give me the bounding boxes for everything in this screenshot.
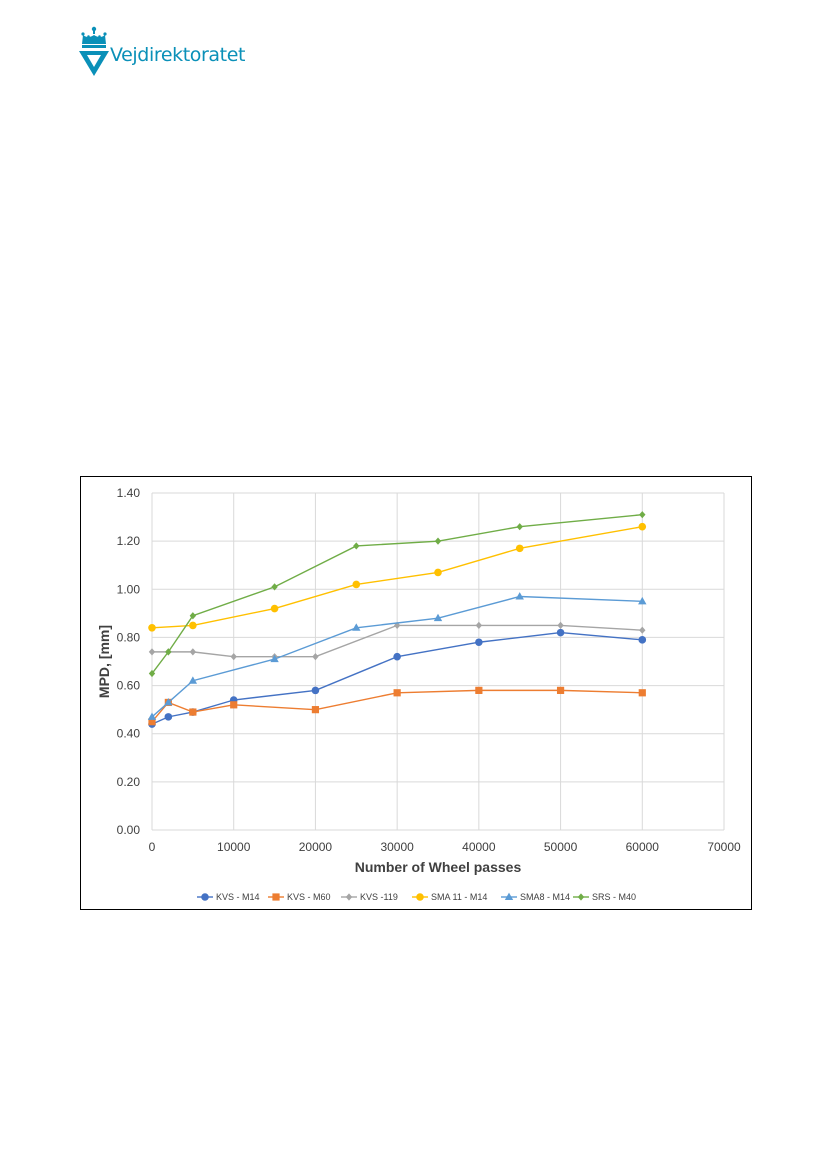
data-point: [515, 544, 524, 553]
data-point: [434, 568, 442, 577]
data-point: [353, 542, 360, 550]
x-tick-label: 30000: [380, 840, 414, 854]
legend-label: SRS - M40: [592, 892, 636, 902]
data-point: [164, 698, 173, 706]
x-tick-label: 60000: [626, 840, 660, 854]
y-axis-title: MPD, [mm]: [96, 625, 112, 698]
y-tick-label: 0.00: [117, 823, 141, 837]
gridlines: [151, 492, 725, 831]
data-point: [230, 701, 238, 709]
legend-marker: [345, 893, 353, 901]
legend-item: KVS -119: [341, 892, 398, 902]
data-point: [638, 689, 646, 697]
series-sma-11-m14: [148, 522, 647, 632]
y-tick-label: 1.20: [117, 534, 141, 548]
data-point: [515, 592, 524, 600]
series-line: [151, 595, 643, 718]
data-point: [475, 638, 483, 647]
legend-marker: [201, 893, 209, 901]
brand-name: Vejdirektoratet: [110, 44, 246, 66]
legend: KVS - M14 KVS - M60 KVS -119 SMA 11 - M14 SM…: [197, 892, 636, 902]
data-point: [434, 537, 442, 545]
data-point: [147, 712, 157, 720]
data-point: [556, 628, 565, 637]
data-point: [556, 686, 565, 694]
x-tick-label: 70000: [707, 840, 741, 854]
data-point: [165, 648, 172, 656]
series-lines: [147, 511, 647, 728]
data-point: [189, 648, 197, 656]
legend-item: SMA8 - M14: [501, 892, 570, 902]
series-line: [152, 624, 643, 658]
data-point: [189, 708, 197, 716]
data-point: [311, 686, 320, 695]
mpd-line-chart: 0 10000 20000 30000 40000 50000 60000 70000 0.0…: [96, 486, 741, 902]
crown-shield-icon: [79, 26, 109, 76]
legend-marker: [577, 893, 585, 901]
data-point: [148, 624, 156, 632]
data-point: [164, 713, 173, 721]
legend-label: KVS -119: [360, 892, 398, 902]
y-tick-label: 1.00: [117, 582, 141, 596]
x-tick-label: 40000: [462, 840, 496, 854]
data-point: [230, 653, 237, 661]
legend-label: KVS - M60: [287, 892, 331, 902]
data-point: [311, 706, 320, 714]
data-point: [557, 621, 564, 629]
vejdirektoratet-logo: Vejdirektoratet: [78, 26, 278, 80]
y-tick-label: 1.40: [117, 486, 141, 500]
legend-label: SMA8 - M14: [520, 892, 570, 902]
data-point: [638, 596, 647, 605]
data-point: [189, 621, 197, 630]
series-sma8-m14: [147, 592, 647, 720]
data-point: [393, 652, 401, 661]
data-point: [638, 636, 647, 644]
data-point: [312, 653, 319, 661]
x-tick-label: 20000: [299, 840, 333, 854]
legend-label: SMA 11 - M14: [431, 892, 487, 902]
data-point: [393, 689, 401, 697]
x-tick-label: 10000: [217, 840, 251, 854]
series-kvs-m60: [148, 686, 646, 726]
legend-marker: [504, 892, 514, 900]
data-point: [189, 612, 197, 620]
legend-label: KVS - M14: [216, 892, 260, 902]
legend-item: KVS - M14: [197, 892, 260, 902]
y-tick-label: 0.80: [117, 630, 141, 644]
chart-container: 0 10000 20000 30000 40000 50000 60000 70000 0.0…: [80, 476, 752, 910]
data-point: [516, 523, 523, 531]
data-point: [148, 648, 156, 656]
data-point: [188, 676, 198, 684]
data-point: [475, 621, 483, 629]
data-point: [270, 654, 279, 663]
data-point: [433, 613, 443, 622]
series-line: [151, 513, 643, 674]
data-point: [639, 626, 646, 634]
data-point: [352, 623, 361, 631]
x-tick-labels: 0 10000 20000 30000 40000 50000 60000 70000: [149, 840, 741, 854]
legend-item: SMA 11 - M14: [412, 892, 487, 902]
x-axis-title: Number of Wheel passes: [355, 859, 522, 875]
data-point: [638, 522, 647, 531]
data-point: [148, 718, 156, 726]
legend-marker: [416, 893, 424, 901]
data-point: [475, 686, 483, 694]
x-tick-label: 0: [149, 840, 156, 854]
x-tick-label: 50000: [544, 840, 578, 854]
y-tick-labels: 0.00 0.20 0.40 0.60 0.80 1.00 1.20 1.40: [117, 486, 141, 837]
legend-item: SRS - M40: [573, 892, 636, 902]
data-point: [639, 511, 646, 519]
legend-marker: [272, 893, 280, 901]
data-point: [270, 604, 279, 613]
data-point: [352, 580, 361, 589]
y-tick-label: 0.20: [117, 775, 141, 789]
y-tick-label: 0.60: [117, 679, 141, 693]
y-tick-label: 0.40: [117, 727, 141, 741]
legend-item: KVS - M60: [268, 892, 331, 902]
